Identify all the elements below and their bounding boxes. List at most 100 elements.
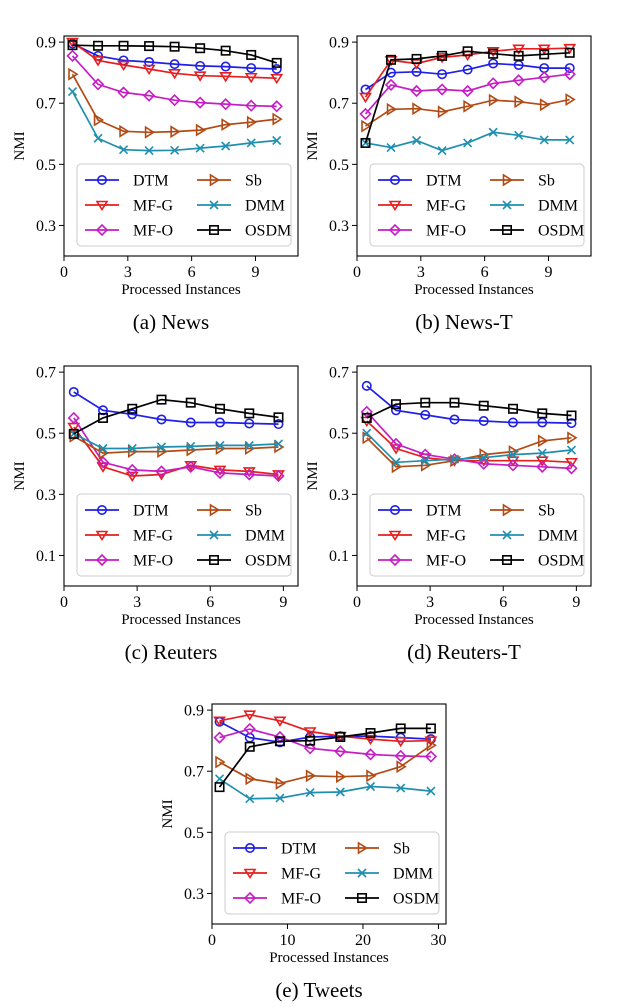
data-point-dmm [275,793,285,803]
data-point-dmm [273,439,284,449]
series-line-mf-g [219,713,431,743]
data-point-mf-g [270,73,284,85]
data-point-osdm [67,40,78,51]
legend-label: Sb [245,503,262,520]
data-point-osdm [361,412,372,423]
plot-frame [63,35,299,257]
data-point-dmm [449,454,460,464]
data-point-mf-g [243,710,257,721]
y-tick-label: 0.7 [329,365,349,382]
data-point-mf-g [506,456,520,467]
x-axis-label: Processed Instances [269,950,389,966]
y-tick-label: 0.7 [329,96,349,113]
data-point-dmm [362,428,372,438]
data-point-dtm [420,409,431,420]
data-point-mf-o [194,96,207,109]
legend-marker [501,554,512,565]
data-point-dtm [68,386,79,397]
y-axis-label: NMI [12,131,28,160]
data-point-osdm [273,412,284,423]
data-point-dtm [390,405,401,416]
panel-caption: (e) Tweets [275,978,362,1002]
data-point-sb [68,67,79,81]
legend-label: MF-G [426,528,466,545]
legend-label: OSDM [245,553,291,570]
y-tick-label: 0.3 [184,886,204,903]
data-point-sb [391,460,403,474]
legend-entry-dmm: DMM [490,198,578,215]
data-point-sb [426,738,437,752]
legend-marker [501,225,512,236]
data-point-mf-g [91,56,105,67]
legend-marker [209,225,220,236]
legend-marker [97,175,108,186]
legend-marker [95,223,109,237]
data-point-mf-o [487,77,500,90]
data-point-osdm [98,412,109,423]
legend-marker [356,892,367,903]
series-sb [361,93,576,133]
legend-entry-mf-o: MF-O [378,553,466,570]
series-line-dmm [219,778,431,800]
data-point-mf-o [155,465,168,478]
legend-entry-osdm: OSDM [345,891,439,908]
x-tick-label: 20 [355,932,371,949]
series-line-sb [365,98,570,127]
data-point-osdm [395,723,406,734]
data-point-mf-o [91,78,105,91]
legend-entry-mf-g: MF-G [378,198,466,215]
y-axis-label: NMI [160,799,176,828]
data-point-mf-o [410,84,423,98]
panel-caption: (a) News [133,310,209,334]
data-point-sb [246,115,258,129]
data-point-mf-o [96,456,110,469]
legend-entry-osdm: OSDM [197,553,291,570]
data-point-mf-g [537,44,551,55]
legend-entry-dtm: DTM [233,841,317,858]
series-line-dtm [365,62,570,91]
data-point-dtm [271,64,282,75]
x-tick-label: 6 [188,264,196,281]
series-line-mf-o [364,73,570,115]
legend-label: MF-O [426,223,466,240]
data-point-dtm [244,418,255,429]
series-dmm [69,429,284,454]
legend-marker [388,223,402,237]
data-point-mf-g [125,471,139,483]
y-axis-label: NMI [305,461,321,490]
y-axis-label: NMI [12,461,28,490]
data-point-dtm [507,417,518,428]
legend-label: OSDM [538,223,584,240]
chart-panel-2: 0 3 6 9 0.3 0.5 0.7 0.9 Processed Instances NMI DT… [305,35,592,334]
legend-entry-dtm: DTM [85,173,169,190]
data-point-mf-o [512,74,525,87]
data-point-sb [537,434,549,448]
x-tick-label: 3 [133,594,141,611]
data-point-dmm [144,146,154,156]
legend-marker [357,841,369,855]
x-tick-label: 0 [208,932,216,949]
y-tick-label: 0.7 [36,96,56,113]
data-point-dmm [386,142,396,153]
y-tick-label: 0.9 [329,35,349,52]
legend-marker [245,842,256,853]
legend: DTM Sb MF-G DMM MF-O OSDM [369,493,585,577]
data-point-dmm [539,135,549,145]
data-point-osdm [564,47,575,58]
data-point-sb [272,112,283,126]
data-point-osdm [360,137,371,148]
y-tick-label: 0.3 [36,487,56,504]
data-point-sb [386,102,398,116]
legend-marker [389,175,400,186]
data-point-dmm [67,87,78,97]
legend-label: MF-G [133,528,173,545]
data-point-osdm [169,41,180,52]
legend-marker [389,504,400,515]
legend-entry-osdm: OSDM [490,553,584,570]
data-point-osdm [365,728,376,739]
data-point-osdm [274,736,285,747]
legend-label: Sb [245,173,262,190]
data-point-dmm [244,440,254,451]
series-mf-o [359,68,576,121]
y-tick-label: 0.5 [329,426,349,443]
